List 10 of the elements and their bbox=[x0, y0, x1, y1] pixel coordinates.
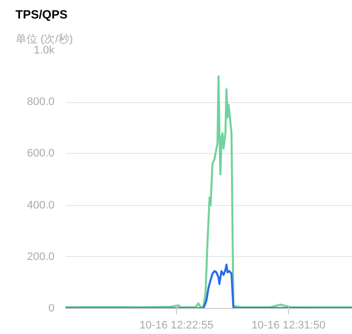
y-tick-label: 200.0 bbox=[26, 250, 55, 263]
y-tick-label: 800.0 bbox=[26, 96, 55, 108]
chart-title: TPS/QPS bbox=[16, 8, 68, 22]
x-tick-label: 10-16 12:22:55 bbox=[139, 320, 214, 332]
y-tick-label: 0 bbox=[48, 302, 55, 314]
y-axis-title: 单位 (次/秒) bbox=[16, 32, 73, 46]
y-tick-label: 400.0 bbox=[26, 199, 55, 212]
y-tick-label: 600.0 bbox=[26, 148, 55, 160]
y-tick-label: 1.0k bbox=[34, 44, 55, 56]
x-tick-label: 10-16 12:31:50 bbox=[251, 320, 326, 332]
